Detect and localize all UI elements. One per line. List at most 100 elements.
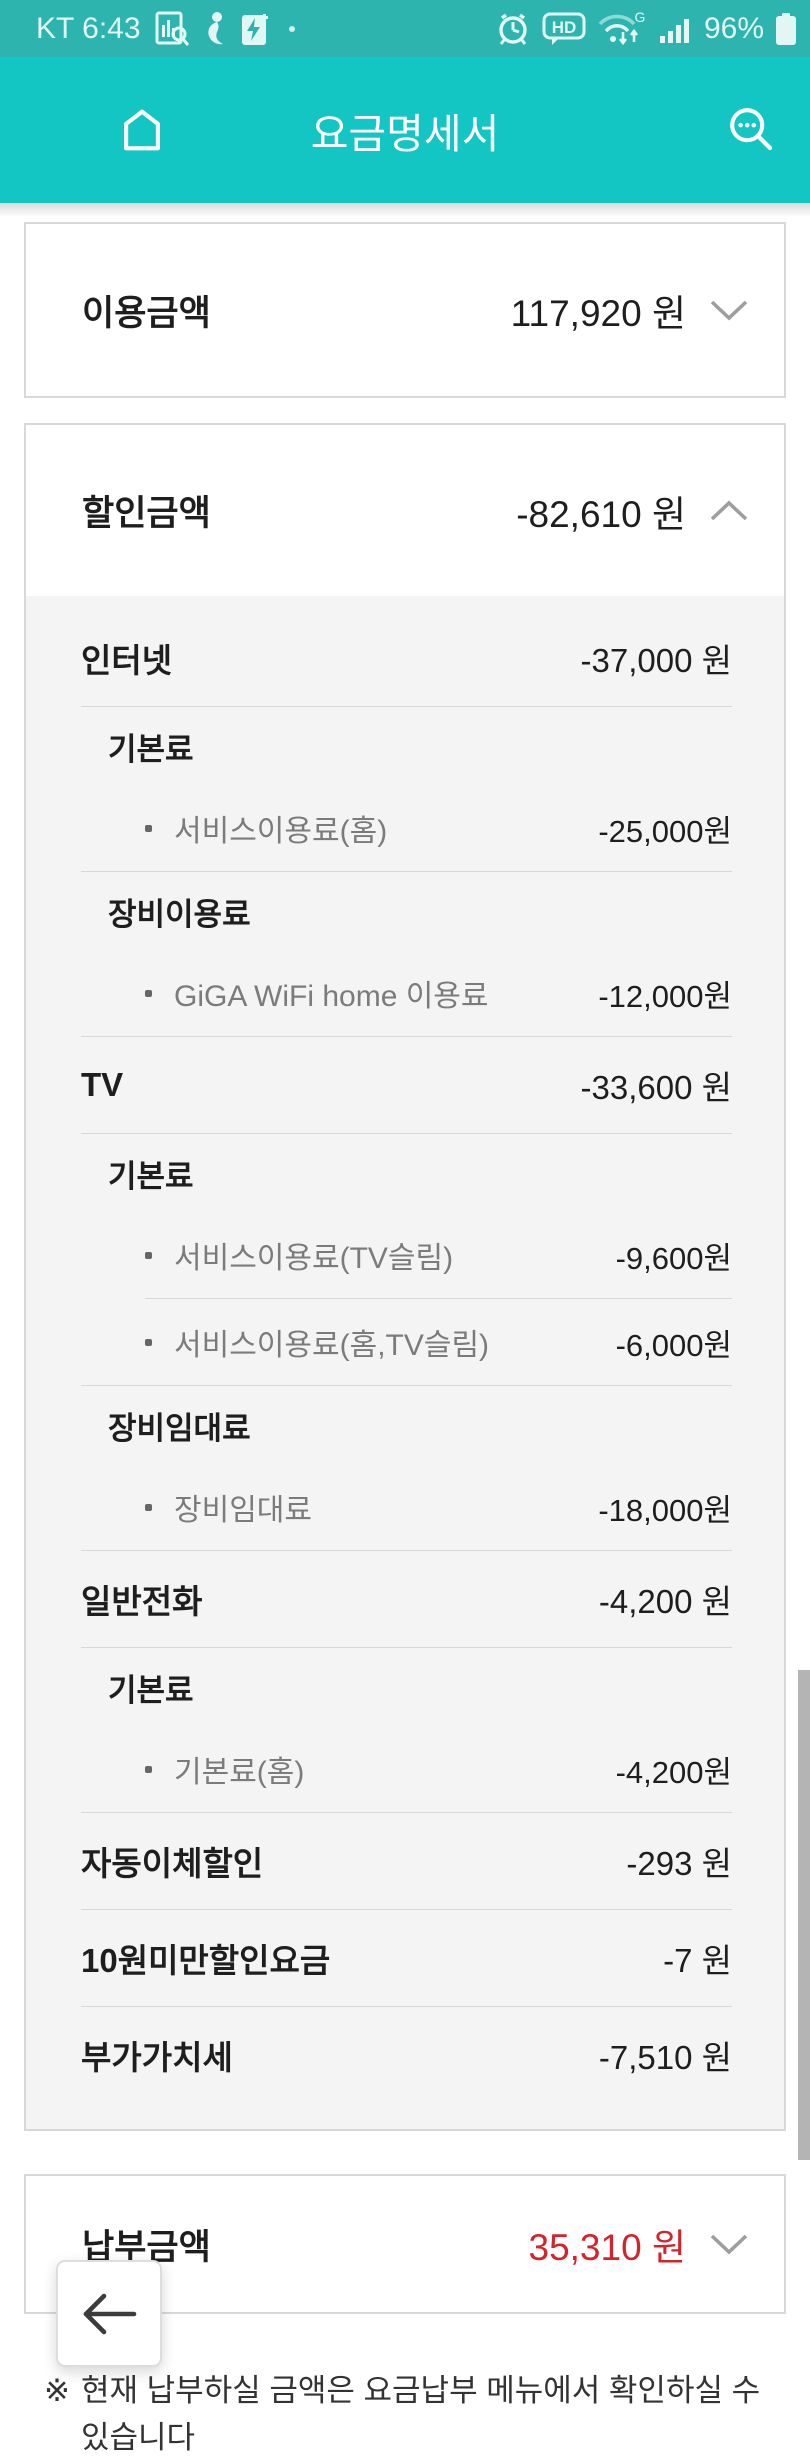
battery-icon xyxy=(774,10,798,48)
divider xyxy=(81,1909,732,1910)
divider xyxy=(81,1812,732,1813)
usage-amount-row[interactable]: 이용금액 117,920 원 xyxy=(26,224,784,396)
category-amount: -4,200 원 xyxy=(598,1583,732,1620)
category-amount: -37,000 원 xyxy=(580,642,732,679)
app-bar: 요금명세서 xyxy=(0,57,810,217)
bullet-icon xyxy=(145,1503,152,1511)
home-icon[interactable] xyxy=(120,108,164,152)
category-amount: -7 원 xyxy=(663,1942,732,1979)
detail-category-row: 일반전화 -4,200 원 xyxy=(26,1551,784,1647)
detail-subitem-row: GiGA WiFi home 이용료 -12,000원 xyxy=(26,950,784,1036)
category-label: TV xyxy=(81,1066,124,1103)
back-button[interactable] xyxy=(56,2260,162,2367)
svg-text:HD: HD xyxy=(552,18,577,37)
divider xyxy=(81,706,732,707)
bullet-icon xyxy=(145,989,152,997)
chevron-down-icon[interactable] xyxy=(708,2231,750,2257)
notification-dot xyxy=(288,25,295,32)
menu-icon[interactable] xyxy=(34,113,78,148)
detail-category-row: 인터넷 -37,000 원 xyxy=(26,610,784,706)
detail-category-row: 자동이체할인 -293 원 xyxy=(26,1813,784,1909)
subitem-label: GiGA WiFi home 이용료 xyxy=(145,971,489,1015)
subitem-amount: -18,000원 xyxy=(598,1492,732,1528)
detail-subgroup-row: 기본료 xyxy=(26,1134,784,1212)
battery-percent-text: 96% xyxy=(703,11,764,45)
divider xyxy=(81,2006,732,2007)
subgroup-label: 장비임대료 xyxy=(108,1410,251,1446)
divider xyxy=(81,1036,732,1037)
discount-amount-label: 할인금액 xyxy=(82,494,211,533)
subitem-label-text: 기본료(홈) xyxy=(174,1756,305,1789)
wifi-g-updown-icon: G xyxy=(596,10,648,48)
detail-category-row: 부가가치세 -7,510 원 xyxy=(26,2007,784,2103)
divider xyxy=(81,1385,732,1386)
payment-amount-value: 35,310 원 xyxy=(528,2227,687,2268)
subitem-label: 서비스이용료(홈) xyxy=(145,806,387,850)
subitem-label-text: 서비스이용료(홈,TV슬림) xyxy=(174,1329,490,1362)
subitem-label: 장비임대료 xyxy=(145,1485,312,1529)
battery-charging-icon xyxy=(241,11,269,47)
subitem-amount: -4,200원 xyxy=(615,1754,732,1790)
subgroup-label: 기본료 xyxy=(108,1158,194,1194)
detail-subgroup-row: 장비임대료 xyxy=(26,1386,784,1464)
svg-text:G: G xyxy=(635,10,646,25)
footnote: ※ 현재 납부하실 금액은 요금납부 메뉴에서 확인하실 수 있습니다 xyxy=(0,2367,810,2461)
divider xyxy=(81,871,732,872)
carrier-time-text: KT 6:43 xyxy=(36,11,141,45)
subitem-label-text: 서비스이용료(TV슬림) xyxy=(174,1242,454,1275)
usage-amount-value: 117,920 원 xyxy=(510,293,686,334)
search-icon[interactable] xyxy=(728,106,776,154)
detail-subgroup-row: 기본료 xyxy=(26,707,784,785)
figure-icon xyxy=(203,11,227,47)
chevron-up-icon[interactable] xyxy=(708,498,750,524)
category-label: 인터넷 xyxy=(81,642,173,679)
status-bar: KT 6:43 xyxy=(0,0,810,57)
bullet-icon xyxy=(145,1765,152,1773)
subitem-amount: -12,000원 xyxy=(598,978,732,1014)
chevron-down-icon[interactable] xyxy=(708,297,750,323)
scrollbar-thumb[interactable] xyxy=(798,1670,810,2160)
detail-subitem-row: 서비스이용료(TV슬림) -9,600원 xyxy=(26,1212,784,1298)
bullet-icon xyxy=(145,1338,152,1346)
usage-amount-card: 이용금액 117,920 원 xyxy=(24,222,786,398)
subitem-label-text: 서비스이용료(홈) xyxy=(174,815,388,848)
payment-amount-card: 납부금액 35,310 원 xyxy=(24,2174,786,2314)
bullet-icon xyxy=(145,824,152,832)
discount-amount-value: -82,610 원 xyxy=(516,493,686,535)
category-amount: -293 원 xyxy=(626,1845,732,1882)
category-amount: -7,510 원 xyxy=(598,2039,732,2076)
footnote-text: 현재 납부하실 금액은 요금납부 메뉴에서 확인하실 수 있습니다 xyxy=(81,2373,761,2455)
detail-subitem-row: 서비스이용료(홈) -25,000원 xyxy=(26,785,784,871)
discount-detail-list: 인터넷 -37,000 원 기본료 서비스이용료(홈) -25,000원 장비이… xyxy=(26,596,784,2129)
detail-subgroup-row: 기본료 xyxy=(26,1648,784,1726)
discount-amount-card: 할인금액 -82,610 원 인터넷 -37,000 원 기본료 서비스이용료(… xyxy=(24,423,786,2131)
subitem-amount: -25,000원 xyxy=(598,813,732,849)
subitem-label: 서비스이용료(TV슬림) xyxy=(145,1233,453,1277)
bullet-icon xyxy=(145,1251,152,1259)
category-label: 10원미만할인요금 xyxy=(81,1942,331,1979)
usage-amount-label: 이용금액 xyxy=(82,293,211,333)
detail-subitem-row: 기본료(홈) -4,200원 xyxy=(26,1726,784,1812)
subgroup-label: 기본료 xyxy=(108,731,194,767)
subgroup-label: 기본료 xyxy=(108,1672,194,1708)
subitem-label-text: GiGA WiFi home 이용료 xyxy=(174,980,489,1013)
footnote-marker: ※ xyxy=(44,2373,70,2408)
subitem-label: 기본료(홈) xyxy=(145,1747,304,1791)
category-label: 일반전화 xyxy=(81,1583,203,1620)
alarm-icon xyxy=(494,10,532,48)
hd-call-icon: HD xyxy=(542,10,586,48)
category-label: 부가가치세 xyxy=(81,2039,233,2076)
subitem-amount: -6,000원 xyxy=(615,1327,732,1363)
detail-category-row: TV -33,600 원 xyxy=(26,1037,784,1133)
subitem-label-text: 장비임대료 xyxy=(174,1494,312,1527)
divider xyxy=(81,1647,732,1648)
divider xyxy=(145,1298,732,1299)
arrow-left-icon xyxy=(83,2293,137,2334)
detail-subitem-row: 서비스이용료(홈,TV슬림) -6,000원 xyxy=(26,1299,784,1385)
divider xyxy=(81,1550,732,1551)
detail-subgroup-row: 장비이용료 xyxy=(26,872,784,950)
discount-amount-row[interactable]: 할인금액 -82,610 원 xyxy=(26,425,784,596)
detail-subitem-row: 장비임대료 -18,000원 xyxy=(26,1464,784,1550)
detail-category-row: 10원미만할인요금 -7 원 xyxy=(26,1910,784,2006)
subitem-amount: -9,600원 xyxy=(615,1240,732,1276)
